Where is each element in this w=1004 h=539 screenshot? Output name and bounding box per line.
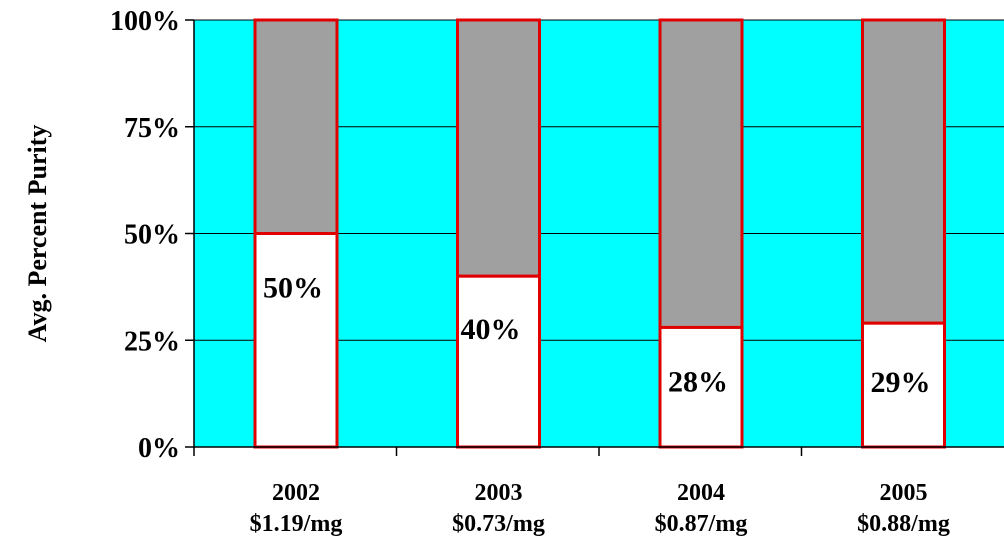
category-sublabel-2005: $0.88/mg xyxy=(857,511,950,537)
axes xyxy=(185,19,1004,456)
category-label-2005: 2005 xyxy=(880,480,928,506)
y-tick-label-50: 50% xyxy=(124,220,180,251)
bar-remainder-2003 xyxy=(456,18,541,278)
data-label-2003: 40% xyxy=(461,313,521,346)
category-label-2004: 2004 xyxy=(677,480,725,506)
category-label-2003: 2003 xyxy=(475,480,523,506)
data-label-2005: 29% xyxy=(871,366,931,399)
bar-remainder-2004 xyxy=(658,18,744,329)
y-axis-title: Avg. Percent Purity xyxy=(23,125,52,343)
bar-value-2002 xyxy=(253,232,339,449)
category-sublabel-2003: $0.73/mg xyxy=(452,511,545,537)
y-tick-label-25: 25% xyxy=(124,326,180,357)
y-tick-label-100: 100% xyxy=(110,6,180,37)
bar-value-2004 xyxy=(658,325,744,449)
bar-value-2003 xyxy=(456,274,541,449)
bar-remainder-2005 xyxy=(861,18,946,325)
category-sublabel-2004: $0.87/mg xyxy=(655,511,748,537)
data-label-2004: 28% xyxy=(668,365,728,398)
bars xyxy=(253,18,946,449)
category-label-2002: 2002 xyxy=(272,480,320,506)
bar-remainder-2002 xyxy=(253,18,339,235)
bar-value-2005 xyxy=(861,321,946,449)
data-label-2002: 50% xyxy=(263,272,323,305)
y-tick-label-0: 0% xyxy=(138,433,180,464)
category-labels: 2002 $1.19/mg 2003 $0.73/mg 2004 $0.87/mg 2005… xyxy=(250,480,950,537)
data-labels: 50% 40% 28% 29% xyxy=(263,272,931,400)
y-tick-label-75: 75% xyxy=(124,113,180,144)
category-sublabel-2002: $1.19/mg xyxy=(250,511,343,537)
y-tick-labels: 0% 25% 50% 75% 100% xyxy=(110,6,180,464)
